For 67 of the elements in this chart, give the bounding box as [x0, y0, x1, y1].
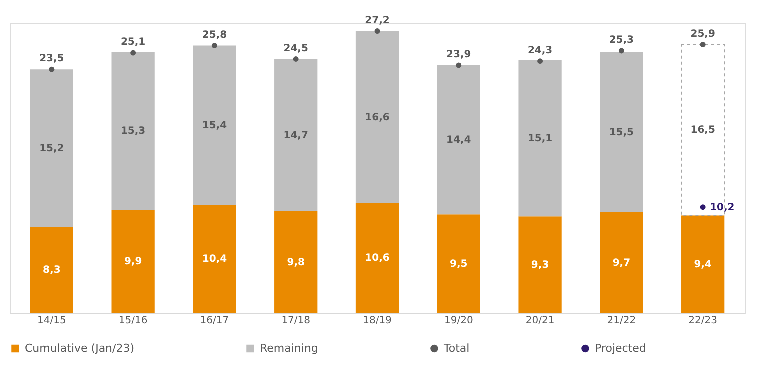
- x-tick-label: 20/21: [526, 316, 555, 326]
- point: [700, 42, 706, 48]
- bar: [356, 31, 400, 204]
- data-label: 14,7: [284, 130, 308, 142]
- bar: [600, 212, 644, 313]
- data-label: 9,5: [450, 258, 468, 270]
- bar: [518, 216, 562, 313]
- data-label: 14,4: [446, 135, 472, 146]
- bar: [30, 227, 74, 313]
- data-label: 9,9: [124, 256, 142, 268]
- data-label: 15,1: [528, 133, 553, 144]
- data-label: 8,3: [43, 265, 61, 276]
- bar: [274, 212, 318, 313]
- legend-label: Remaining: [260, 342, 318, 355]
- data-label: 16,6: [365, 112, 390, 124]
- bar: [193, 46, 236, 206]
- x-tick-label: 21/22: [607, 316, 636, 326]
- legend-label: Projected: [595, 342, 646, 355]
- data-label: 25,9: [690, 28, 716, 40]
- point: [49, 66, 55, 72]
- point: [456, 62, 462, 68]
- bar: [600, 52, 644, 213]
- data-label: 25,8: [202, 30, 228, 41]
- data-label: 16,5: [690, 125, 716, 136]
- data-label: 25,3: [609, 34, 634, 46]
- point: [212, 43, 218, 49]
- data-label: 10,4: [202, 254, 228, 266]
- data-label: 9,7: [612, 258, 631, 269]
- bar: [193, 205, 236, 313]
- bar: [30, 70, 74, 228]
- bar: [437, 214, 480, 313]
- data-label: 15,2: [40, 143, 64, 154]
- x-tick-label: 18/19: [363, 316, 392, 326]
- legend-label: Total: [443, 342, 470, 355]
- data-label: 23,9: [446, 49, 472, 60]
- point: [538, 58, 544, 64]
- x-tick-label: 19/20: [444, 316, 474, 326]
- bar: [518, 60, 562, 217]
- bar: [682, 216, 725, 313]
- data-label: 15,5: [609, 127, 634, 138]
- x-tick-label: 15/16: [118, 316, 148, 326]
- bar: [112, 210, 155, 313]
- data-label: 15,4: [202, 120, 228, 132]
- data-label: 9,4: [694, 259, 712, 270]
- data-label: 24,3: [528, 45, 553, 56]
- data-label: 27,2: [365, 15, 390, 26]
- data-label: 25,1: [120, 37, 146, 48]
- data-label: 10,2: [710, 202, 735, 214]
- point: [374, 28, 380, 34]
- bar: [437, 65, 480, 215]
- point: [618, 48, 624, 54]
- x-tick-label: 17/18: [282, 316, 311, 326]
- bar: [356, 203, 400, 313]
- data-label: 15,3: [120, 126, 146, 138]
- legend-label: Cumulative (Jan/23): [25, 342, 135, 355]
- data-label: 9,8: [287, 257, 305, 268]
- data-label: 9,3: [531, 260, 550, 271]
- bar: [112, 52, 155, 210]
- bar: [274, 59, 318, 212]
- point: [293, 56, 299, 62]
- x-tick-label: 16/17: [200, 316, 230, 326]
- data-label: 23,5: [40, 54, 64, 65]
- x-tick-label: 14/15: [38, 316, 66, 326]
- data-label: 24,5: [284, 43, 308, 54]
- x-tick-label: 22/23: [688, 316, 718, 326]
- data-label: 10,6: [365, 253, 390, 264]
- point: [130, 50, 136, 56]
